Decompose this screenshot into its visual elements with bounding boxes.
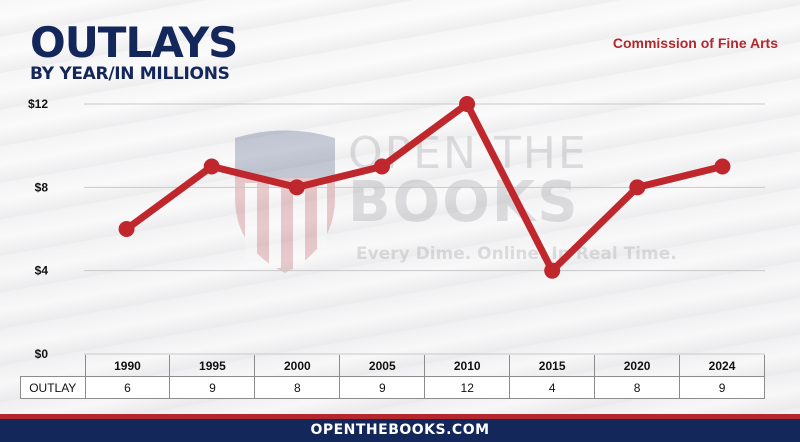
footer-stripe xyxy=(0,414,800,419)
series-line xyxy=(123,100,726,275)
data-table: 1990 1995 2000 2005 2010 2015 2020 2024 … xyxy=(20,355,765,399)
data-point xyxy=(203,158,220,175)
year-cell: 1990 xyxy=(84,355,171,377)
value-cell: 9 xyxy=(679,376,765,399)
row-label: OUTLAY xyxy=(20,376,86,399)
year-cell: 2010 xyxy=(424,355,511,377)
value-cell: 9 xyxy=(339,376,426,399)
year-cell: 1995 xyxy=(169,355,256,377)
watermark-tagline: Every Dime. Online. In Real Time. xyxy=(356,244,677,264)
footer-link[interactable]: OPENTHEBOOKS.COM xyxy=(0,419,800,442)
chart-title: OUTLAYS xyxy=(30,18,238,67)
year-cell: 2024 xyxy=(679,355,765,377)
value-cell: 8 xyxy=(254,376,341,399)
year-cell: 2005 xyxy=(339,355,426,377)
background xyxy=(0,0,800,415)
y-tick-label: $8 xyxy=(35,180,49,194)
watermark-line2: BOOKS xyxy=(348,170,580,235)
value-cell: 12 xyxy=(424,376,511,399)
outlay-row: OUTLAY 6 9 8 9 12 4 8 9 xyxy=(20,376,765,399)
chart-subtitle: BY YEAR/IN MILLIONS xyxy=(30,64,230,84)
agency-name: Commission of Fine Arts xyxy=(612,35,778,51)
line-chart: $0$4$8$12 xyxy=(28,96,765,361)
data-point xyxy=(629,179,646,196)
year-cell: 2020 xyxy=(594,355,681,377)
table-corner xyxy=(20,355,86,377)
y-tick-label: $4 xyxy=(35,264,49,278)
year-cell: 2015 xyxy=(509,355,596,377)
data-point xyxy=(714,158,731,175)
y-tick-label: $12 xyxy=(28,97,48,111)
value-cell: 4 xyxy=(509,376,596,399)
data-point xyxy=(118,221,135,237)
shield-watermark-icon xyxy=(235,130,335,273)
year-cell: 2000 xyxy=(254,355,341,377)
value-cell: 6 xyxy=(84,376,171,399)
data-point xyxy=(373,158,390,175)
data-point xyxy=(544,262,561,279)
data-point xyxy=(288,179,305,196)
value-cell: 8 xyxy=(594,376,681,399)
value-cell: 9 xyxy=(169,376,256,399)
year-row: 1990 1995 2000 2005 2010 2015 2020 2024 xyxy=(20,355,765,377)
data-point xyxy=(459,96,476,112)
